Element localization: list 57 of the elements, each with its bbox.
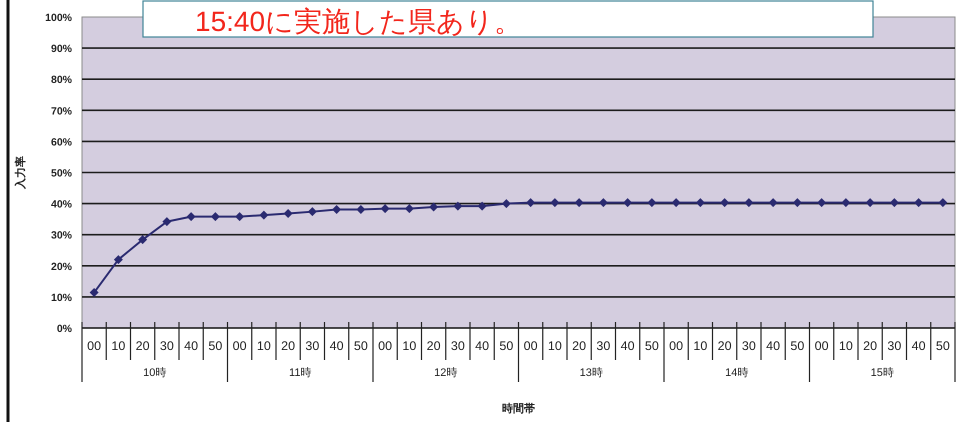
y-tick-label: 100% [45,12,73,24]
x-tick-label: 10 [256,339,271,353]
x-tick-label: 50 [644,339,659,353]
x-tick-label: 20 [718,339,732,353]
x-tick-label: 10 [402,339,416,353]
x-tick-label: 40 [475,339,490,353]
note-box: 15:40に実施した県あり。 [142,0,874,38]
y-tick-label: 20% [50,260,73,273]
x-tick-label: 50 [354,339,368,353]
x-tick-label: 00 [669,339,684,353]
y-tick-label: 60% [50,136,73,148]
x-tick-label: 20 [426,339,441,353]
x-tick-label: 40 [912,339,926,353]
x-tick-label: 30 [742,339,756,353]
x-tick-label: 00 [524,339,538,353]
x-tick-label: 30 [596,339,610,353]
y-tick-label: 70% [50,105,73,118]
x-group-label: 13時 [580,367,603,379]
x-group-label: 10時 [143,367,166,379]
x-tick-label: 50 [936,339,950,353]
x-tick-label: 30 [305,339,320,353]
x-tick-label: 10 [548,339,562,353]
x-group-label: 12時 [434,367,458,379]
x-tick-label: 10 [111,339,126,353]
y-tick-label: 10% [50,292,73,304]
annotation: 15:40に実施した県あり。 [195,6,522,37]
y-tick-label: 40% [50,198,73,211]
x-tick-label: 30 [160,339,174,353]
y-tick-label: 0% [56,323,73,335]
x-tick-label: 00 [378,339,392,353]
x-tick-label: 50 [208,339,222,353]
x-tick-label: 30 [887,339,902,353]
x-tick-label: 40 [766,339,780,353]
x-group-label: 14時 [725,367,748,379]
x-tick-label: 20 [572,339,586,353]
x-tick-label: 00 [232,339,247,353]
x-tick-label: 10 [693,339,708,353]
y-tick-label: 30% [50,230,73,242]
x-tick-label: 30 [450,339,465,353]
y-tick-label: 50% [50,168,73,180]
x-tick-label: 40 [330,339,344,353]
x-tick-label: 00 [87,339,102,353]
x-tick-label: 20 [281,339,296,353]
x-tick-label: 10 [838,339,853,353]
x-group-label: 15時 [870,367,894,379]
x-group-label: 11時 [289,367,312,379]
y-tick-label: 90% [50,43,73,56]
x-tick-label: 20 [136,339,150,353]
x-tick-label: 20 [863,339,878,353]
y-axis-title: 入力率 [14,156,27,190]
x-tick-label: 50 [790,339,804,353]
x-tick-label: 40 [184,339,198,353]
x-axis-title: 時間帯 [502,402,535,415]
x-tick-label: 00 [814,339,829,353]
x-tick-label: 50 [499,339,514,353]
x-tick-label: 40 [620,339,635,353]
y-tick-label: 80% [50,74,73,86]
